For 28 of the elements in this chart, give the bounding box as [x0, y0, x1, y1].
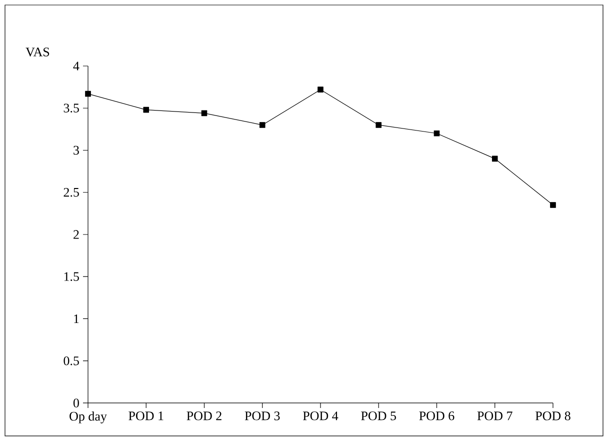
y-tick-label: 1.5 — [64, 272, 79, 281]
point — [85, 90, 91, 97]
y-tick-label: 4 — [73, 62, 80, 70]
x-tick-label: POD 3 — [244, 412, 280, 420]
y-tick-label: 0.5 — [64, 356, 79, 366]
y-tick-label: 1 — [74, 314, 79, 324]
x-tick-label: POD 4 — [302, 412, 338, 420]
x-tick-label: POD 7 — [477, 412, 512, 420]
point — [492, 156, 498, 162]
point — [259, 122, 266, 128]
point — [550, 202, 556, 208]
point — [434, 130, 440, 136]
x-tick-label: POD 2 — [186, 412, 222, 420]
y-tick-label: 2 — [74, 230, 79, 239]
point — [201, 110, 208, 116]
y-tick-label: 2.5 — [64, 188, 79, 197]
point — [376, 122, 382, 128]
y-tick-label: 0 — [73, 398, 79, 408]
y-tick-label: 3.5 — [64, 104, 79, 113]
y-axis-title: VAS — [26, 48, 50, 56]
x-tick-label: POD 8 — [535, 412, 570, 420]
x-tick-label: POD 5 — [361, 412, 396, 420]
point — [318, 86, 324, 92]
point — [143, 106, 150, 113]
x-tick-label: POD 6 — [419, 412, 454, 420]
x-tick-label: Op day — [70, 412, 107, 424]
x-tick-label: POD 1 — [128, 412, 164, 420]
y-tick-label: 3 — [74, 146, 79, 155]
